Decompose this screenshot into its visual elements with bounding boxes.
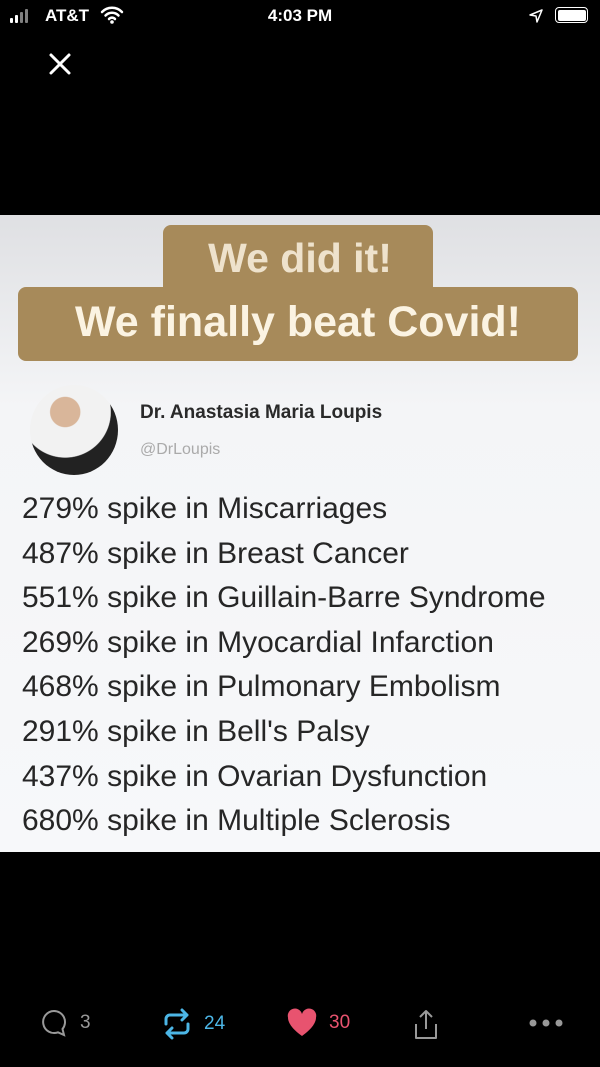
list-item: 680% spike in Multiple Sclerosis: [22, 804, 451, 838]
banner-top: [163, 225, 433, 297]
reply-icon: [42, 1009, 67, 1037]
list-item: 468% spike in Pulmonary Embolism: [22, 670, 501, 704]
more-icon[interactable]: [528, 1018, 564, 1028]
banner-line-1: We did it!: [208, 235, 392, 281]
spike-list: 279% spike in Miscarriages 487% spike in…: [22, 487, 546, 844]
wifi-icon: [100, 6, 124, 24]
retweet-button[interactable]: 24: [162, 1008, 225, 1040]
location-icon: [529, 9, 543, 23]
tweet-image[interactable]: We did it! We finally beat Covid! Dr. An…: [0, 215, 600, 852]
action-bar: 3 24 30: [0, 1008, 600, 1048]
banner-bottom: [18, 287, 578, 361]
reply-count: 3: [80, 1012, 91, 1033]
like-count: 30: [329, 1012, 351, 1033]
signal-icon: [10, 9, 28, 23]
clock: 4:03 PM: [267, 6, 333, 25]
like-button[interactable]: 30: [287, 1008, 350, 1038]
list-item: 487% spike in Breast Cancer: [22, 536, 409, 570]
list-item: 279% spike in Miscarriages: [22, 492, 388, 525]
battery-icon: [555, 7, 588, 23]
list-item: 551% spike in Guillain-Barre Syndrome: [22, 581, 546, 615]
avatar: [30, 385, 118, 475]
author-name: Dr. Anastasia Maria Loupis: [140, 402, 383, 423]
banner-line-2: We finally beat Covid!: [75, 298, 521, 346]
retweet-count: 24: [204, 1013, 226, 1034]
retweet-icon: [164, 1008, 190, 1040]
close-icon[interactable]: [48, 52, 72, 76]
status-bar: AT&T 4:03 PM: [0, 0, 600, 34]
list-item: 269% spike in Myocardial Infarction: [22, 625, 494, 659]
author-handle: @DrLoupis: [140, 441, 221, 458]
list-item: 291% spike in Bell's Palsy: [22, 714, 370, 748]
list-item: 437% spike in Ovarian Dysfunction: [22, 759, 488, 793]
heart-icon: [287, 1008, 317, 1036]
carrier: AT&T: [45, 6, 90, 25]
reply-button[interactable]: 3: [40, 1008, 91, 1038]
share-icon[interactable]: [413, 1008, 439, 1040]
